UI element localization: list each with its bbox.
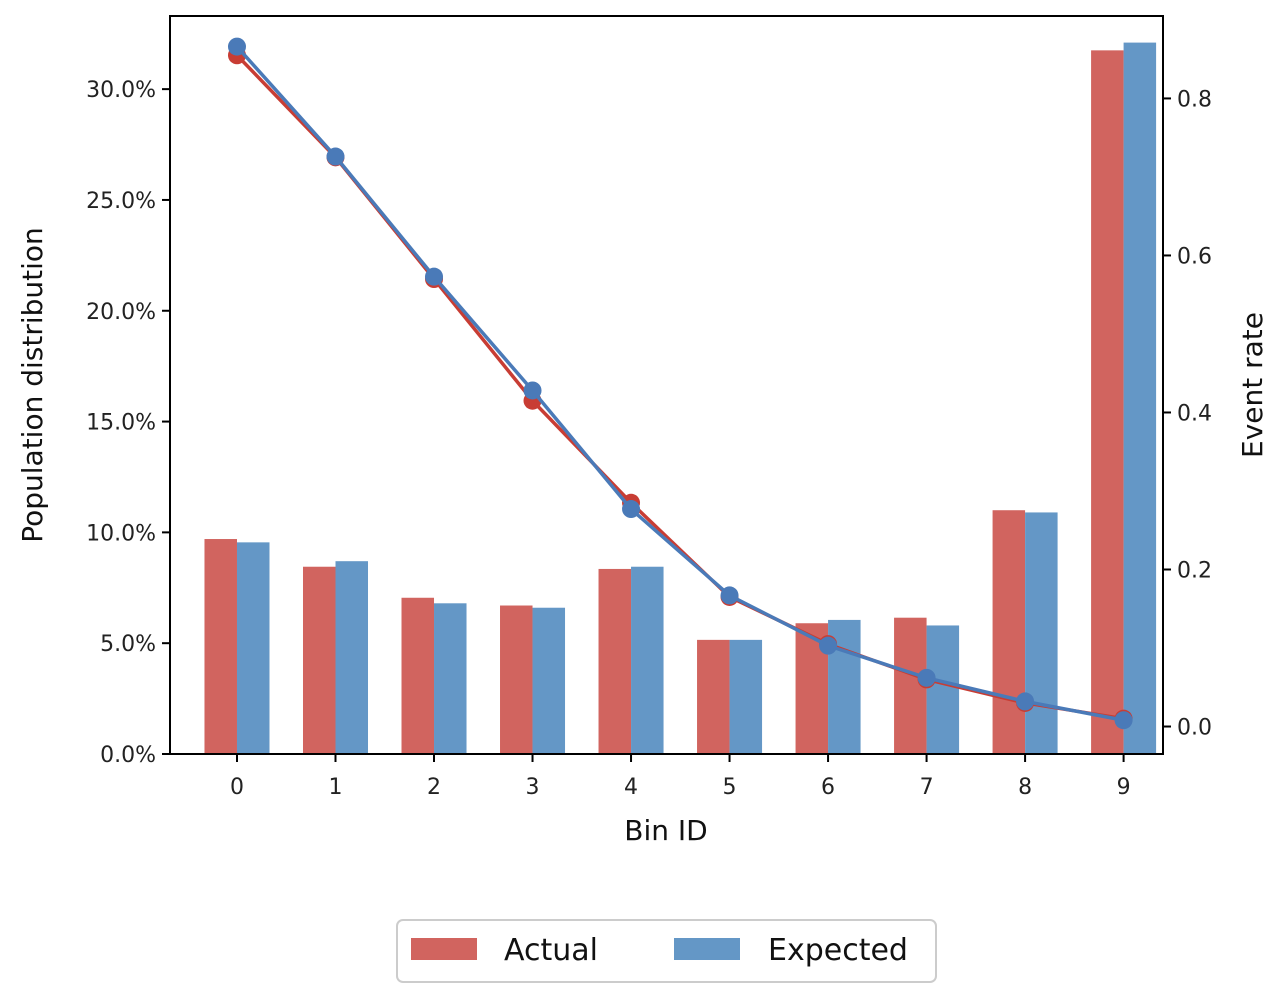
lines-layer xyxy=(227,37,1133,730)
point-expected-4 xyxy=(622,500,641,519)
x-tick-label: 3 xyxy=(526,775,540,800)
y2-axis-label: Event rate xyxy=(1236,312,1269,458)
point-expected-1 xyxy=(326,147,345,166)
bar-actual-3 xyxy=(500,605,533,754)
y2-tick-label: 0.8 xyxy=(1177,87,1212,112)
point-expected-2 xyxy=(425,267,444,286)
point-expected-8 xyxy=(1016,692,1035,711)
bar-actual-9 xyxy=(1091,50,1124,754)
bar-expected-0 xyxy=(236,542,270,754)
point-expected-7 xyxy=(917,668,936,687)
bar-expected-7 xyxy=(926,625,960,754)
x-tick-label: 6 xyxy=(821,775,835,800)
bar-expected-3 xyxy=(532,607,566,754)
x-tick-label: 1 xyxy=(329,775,343,800)
y-tick-label: 10.0% xyxy=(86,521,156,546)
x-tick-label: 0 xyxy=(230,775,244,800)
legend-label-expected: Expected xyxy=(768,933,908,968)
x-tick-label: 8 xyxy=(1018,775,1032,800)
y-tick-label: 30.0% xyxy=(86,78,156,103)
bar-actual-0 xyxy=(204,539,237,754)
x-tick-label: 7 xyxy=(920,775,934,800)
point-expected-9 xyxy=(1114,711,1133,730)
point-expected-5 xyxy=(720,586,739,605)
bar-actual-2 xyxy=(401,597,435,754)
bar-expected-1 xyxy=(335,561,369,754)
y2-tick-label: 0.4 xyxy=(1177,401,1212,426)
bar-expected-9 xyxy=(1123,42,1157,754)
y2-tick-label: 0.0 xyxy=(1177,716,1212,741)
y-tick-label: 25.0% xyxy=(86,189,156,214)
x-axis: 0 1 2 3 4 5 6 7 8 9 xyxy=(230,754,1131,800)
y2-tick-label: 0.2 xyxy=(1177,559,1212,584)
y-axis-left: 0.0% 5.0% 10.0% 15.0% 20.0% 25.0% 30.0% xyxy=(86,78,170,768)
line-actual-event-rate xyxy=(235,54,1124,721)
x-tick-label: 2 xyxy=(427,775,441,800)
line-expected-event-rate xyxy=(235,45,1124,722)
point-expected-3 xyxy=(523,381,542,400)
x-axis-label: Bin ID xyxy=(624,814,707,847)
bar-expected-2 xyxy=(434,603,467,754)
bar-actual-5 xyxy=(697,639,730,754)
bar-expected-8 xyxy=(1025,512,1058,754)
bar-actual-4 xyxy=(598,568,632,754)
plot-frame xyxy=(169,15,1164,755)
bars-layer xyxy=(204,42,1157,754)
x-tick-label: 9 xyxy=(1117,775,1131,800)
legend-swatch-expected xyxy=(674,938,740,960)
x-tick-label: 5 xyxy=(723,775,737,800)
legend-frame xyxy=(396,919,937,983)
y-axis-right: 0.0 0.2 0.4 0.6 0.8 xyxy=(1163,87,1212,741)
bar-actual-8 xyxy=(992,510,1026,754)
y-tick-label: 0.0% xyxy=(100,743,156,768)
y-tick-label: 15.0% xyxy=(86,411,156,436)
point-expected-0 xyxy=(227,37,246,56)
bar-actual-1 xyxy=(302,566,336,754)
y-axis-label: Population distribution xyxy=(16,227,49,543)
point-expected-6 xyxy=(819,636,838,655)
y2-tick-label: 0.6 xyxy=(1177,244,1212,269)
y-tick-label: 5.0% xyxy=(100,632,156,657)
legend-swatch-actual xyxy=(411,938,477,960)
x-tick-label: 4 xyxy=(624,775,638,800)
legend: Actual Expected xyxy=(396,919,937,983)
bar-expected-4 xyxy=(631,566,664,754)
legend-label-actual: Actual xyxy=(504,933,598,968)
y-tick-label: 20.0% xyxy=(86,300,156,325)
bar-expected-5 xyxy=(729,639,763,754)
